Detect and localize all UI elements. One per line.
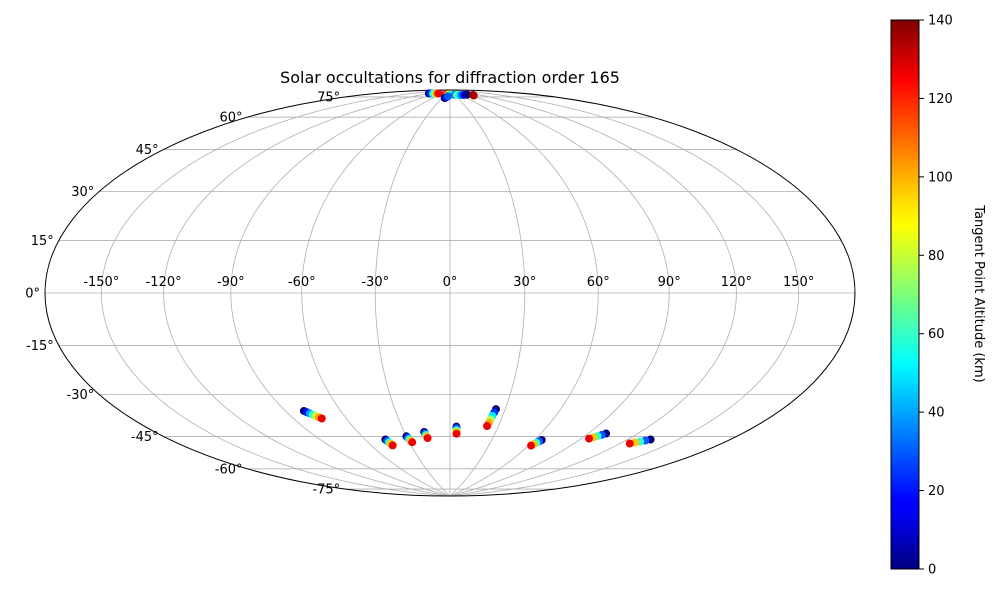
colorbar-tick-label: 140: [928, 14, 953, 29]
colorbar-tick-label: 120: [928, 92, 953, 107]
colorbar-tick-label: 100: [928, 170, 953, 185]
longitude-tick-label: -90°: [217, 275, 245, 290]
latitude-tick-label: -75°: [312, 483, 340, 498]
colorbar: [890, 19, 920, 570]
data-point: [423, 434, 432, 443]
colorbar-tick-label: 0: [928, 563, 936, 578]
data-point: [469, 90, 478, 99]
latitude-tick-label: 45°: [136, 143, 159, 158]
longitude-tick-label: 30°: [513, 275, 536, 290]
colorbar-tick-label: 40: [928, 406, 945, 421]
longitude-tick-label: -60°: [288, 275, 316, 290]
longitude-tick-label: 90°: [658, 275, 681, 290]
map-boundary: [44, 89, 856, 497]
data-point: [527, 441, 536, 450]
longitude-tick-label: -120°: [146, 275, 182, 290]
data-point: [388, 441, 397, 450]
data-point: [483, 422, 492, 431]
latitude-tick-labels: -75° -60° -45° -30° -15° 0° 15° 30° 45° 60° 75°: [25, 90, 340, 497]
chart-title: Solar occultations for diffraction order…: [280, 68, 620, 87]
latitude-tick-label: -60°: [215, 462, 243, 477]
data-point: [317, 414, 326, 423]
colorbar-tick-label: 80: [928, 249, 945, 264]
data-points: [299, 89, 655, 450]
colorbar-tick-label: 20: [928, 484, 945, 499]
longitude-tick-labels: -150° -120° -90° -60° -30° 0° 30° 60° 90° 120° 150…: [83, 275, 814, 290]
latitude-tick-label: 0°: [25, 287, 40, 302]
longitude-tick-label: -150°: [83, 275, 119, 290]
data-point: [408, 438, 417, 447]
colorbar-tick-label: 60: [928, 327, 945, 342]
data-point: [434, 89, 443, 98]
latitude-tick-label: 30°: [71, 185, 94, 200]
map-grid: [45, 89, 855, 497]
longitude-tick-label: 60°: [587, 275, 610, 290]
latitude-tick-label: -15°: [26, 339, 54, 354]
data-point: [443, 92, 452, 101]
data-point: [625, 439, 634, 448]
longitude-tick-label: -30°: [361, 275, 389, 290]
latitude-tick-label: -30°: [67, 388, 95, 403]
longitude-tick-label: 120°: [721, 275, 752, 290]
data-point: [585, 434, 594, 443]
longitude-tick-label: 150°: [783, 275, 814, 290]
data-point: [452, 429, 461, 438]
data-point: [463, 90, 472, 99]
latitude-tick-label: 75°: [317, 90, 340, 105]
longitude-tick-label: 0°: [443, 275, 458, 290]
latitude-tick-label: -45°: [131, 430, 159, 445]
colorbar-ticks: 0 20 40 60 80 100 120 140: [919, 14, 953, 578]
latitude-tick-label: 15°: [31, 234, 54, 249]
colorbar-label: Tangent Point Altitude (km): [971, 204, 986, 382]
latitude-tick-label: 60°: [219, 111, 242, 126]
